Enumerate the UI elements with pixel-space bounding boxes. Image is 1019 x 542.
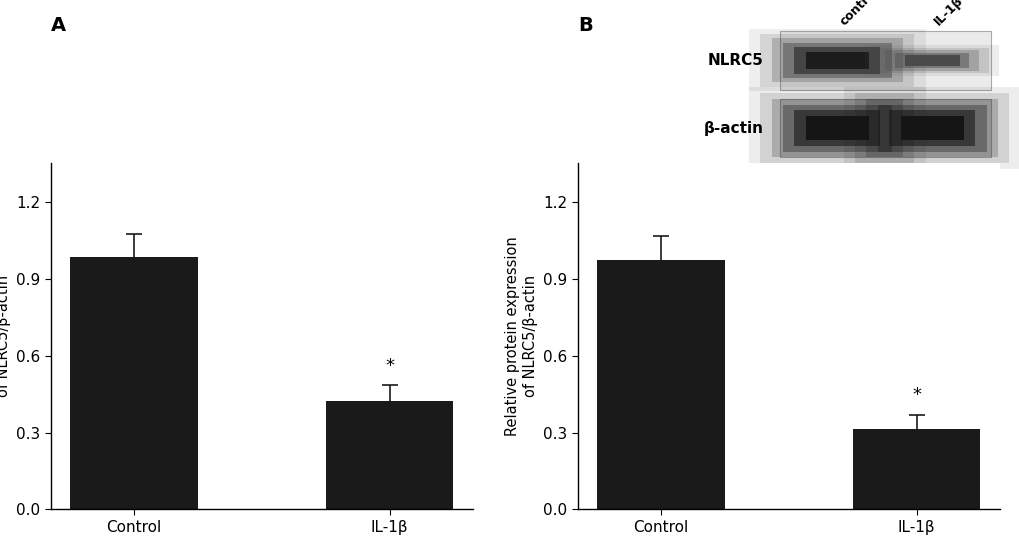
- Bar: [748, 87, 925, 169]
- Bar: [325, 401, 453, 509]
- Bar: [70, 257, 198, 509]
- Bar: [794, 111, 879, 146]
- Bar: [864, 45, 998, 76]
- Bar: [854, 93, 1009, 163]
- Text: B: B: [578, 16, 592, 35]
- Y-axis label: Relative mRNA expression
of NLRC5/β-actin: Relative mRNA expression of NLRC5/β-acti…: [0, 240, 11, 433]
- Bar: [794, 47, 879, 74]
- Bar: [874, 48, 988, 73]
- Bar: [805, 51, 868, 69]
- Bar: [770, 99, 902, 158]
- Bar: [852, 429, 979, 509]
- Bar: [783, 105, 891, 152]
- Bar: [889, 111, 974, 146]
- Bar: [780, 99, 990, 158]
- Text: β-actin: β-actin: [703, 120, 763, 136]
- Y-axis label: Relative protein expression
of NLRC5/β-actin: Relative protein expression of NLRC5/β-a…: [504, 236, 537, 436]
- Bar: [748, 29, 925, 91]
- Bar: [894, 53, 968, 68]
- Bar: [805, 117, 868, 140]
- Bar: [780, 31, 990, 90]
- Text: *: *: [385, 357, 393, 375]
- Bar: [596, 260, 725, 509]
- Bar: [770, 38, 902, 82]
- Bar: [865, 99, 997, 158]
- Bar: [843, 87, 1019, 169]
- Text: A: A: [51, 16, 66, 35]
- Bar: [759, 34, 914, 87]
- Text: control: control: [837, 0, 880, 28]
- Bar: [877, 105, 985, 152]
- Text: IL-1β: IL-1β: [931, 0, 965, 28]
- Bar: [783, 43, 891, 78]
- Bar: [900, 117, 963, 140]
- Bar: [759, 93, 914, 163]
- Text: *: *: [911, 386, 920, 404]
- Bar: [884, 50, 978, 70]
- Text: NLRC5: NLRC5: [707, 53, 763, 68]
- Bar: [904, 55, 959, 66]
